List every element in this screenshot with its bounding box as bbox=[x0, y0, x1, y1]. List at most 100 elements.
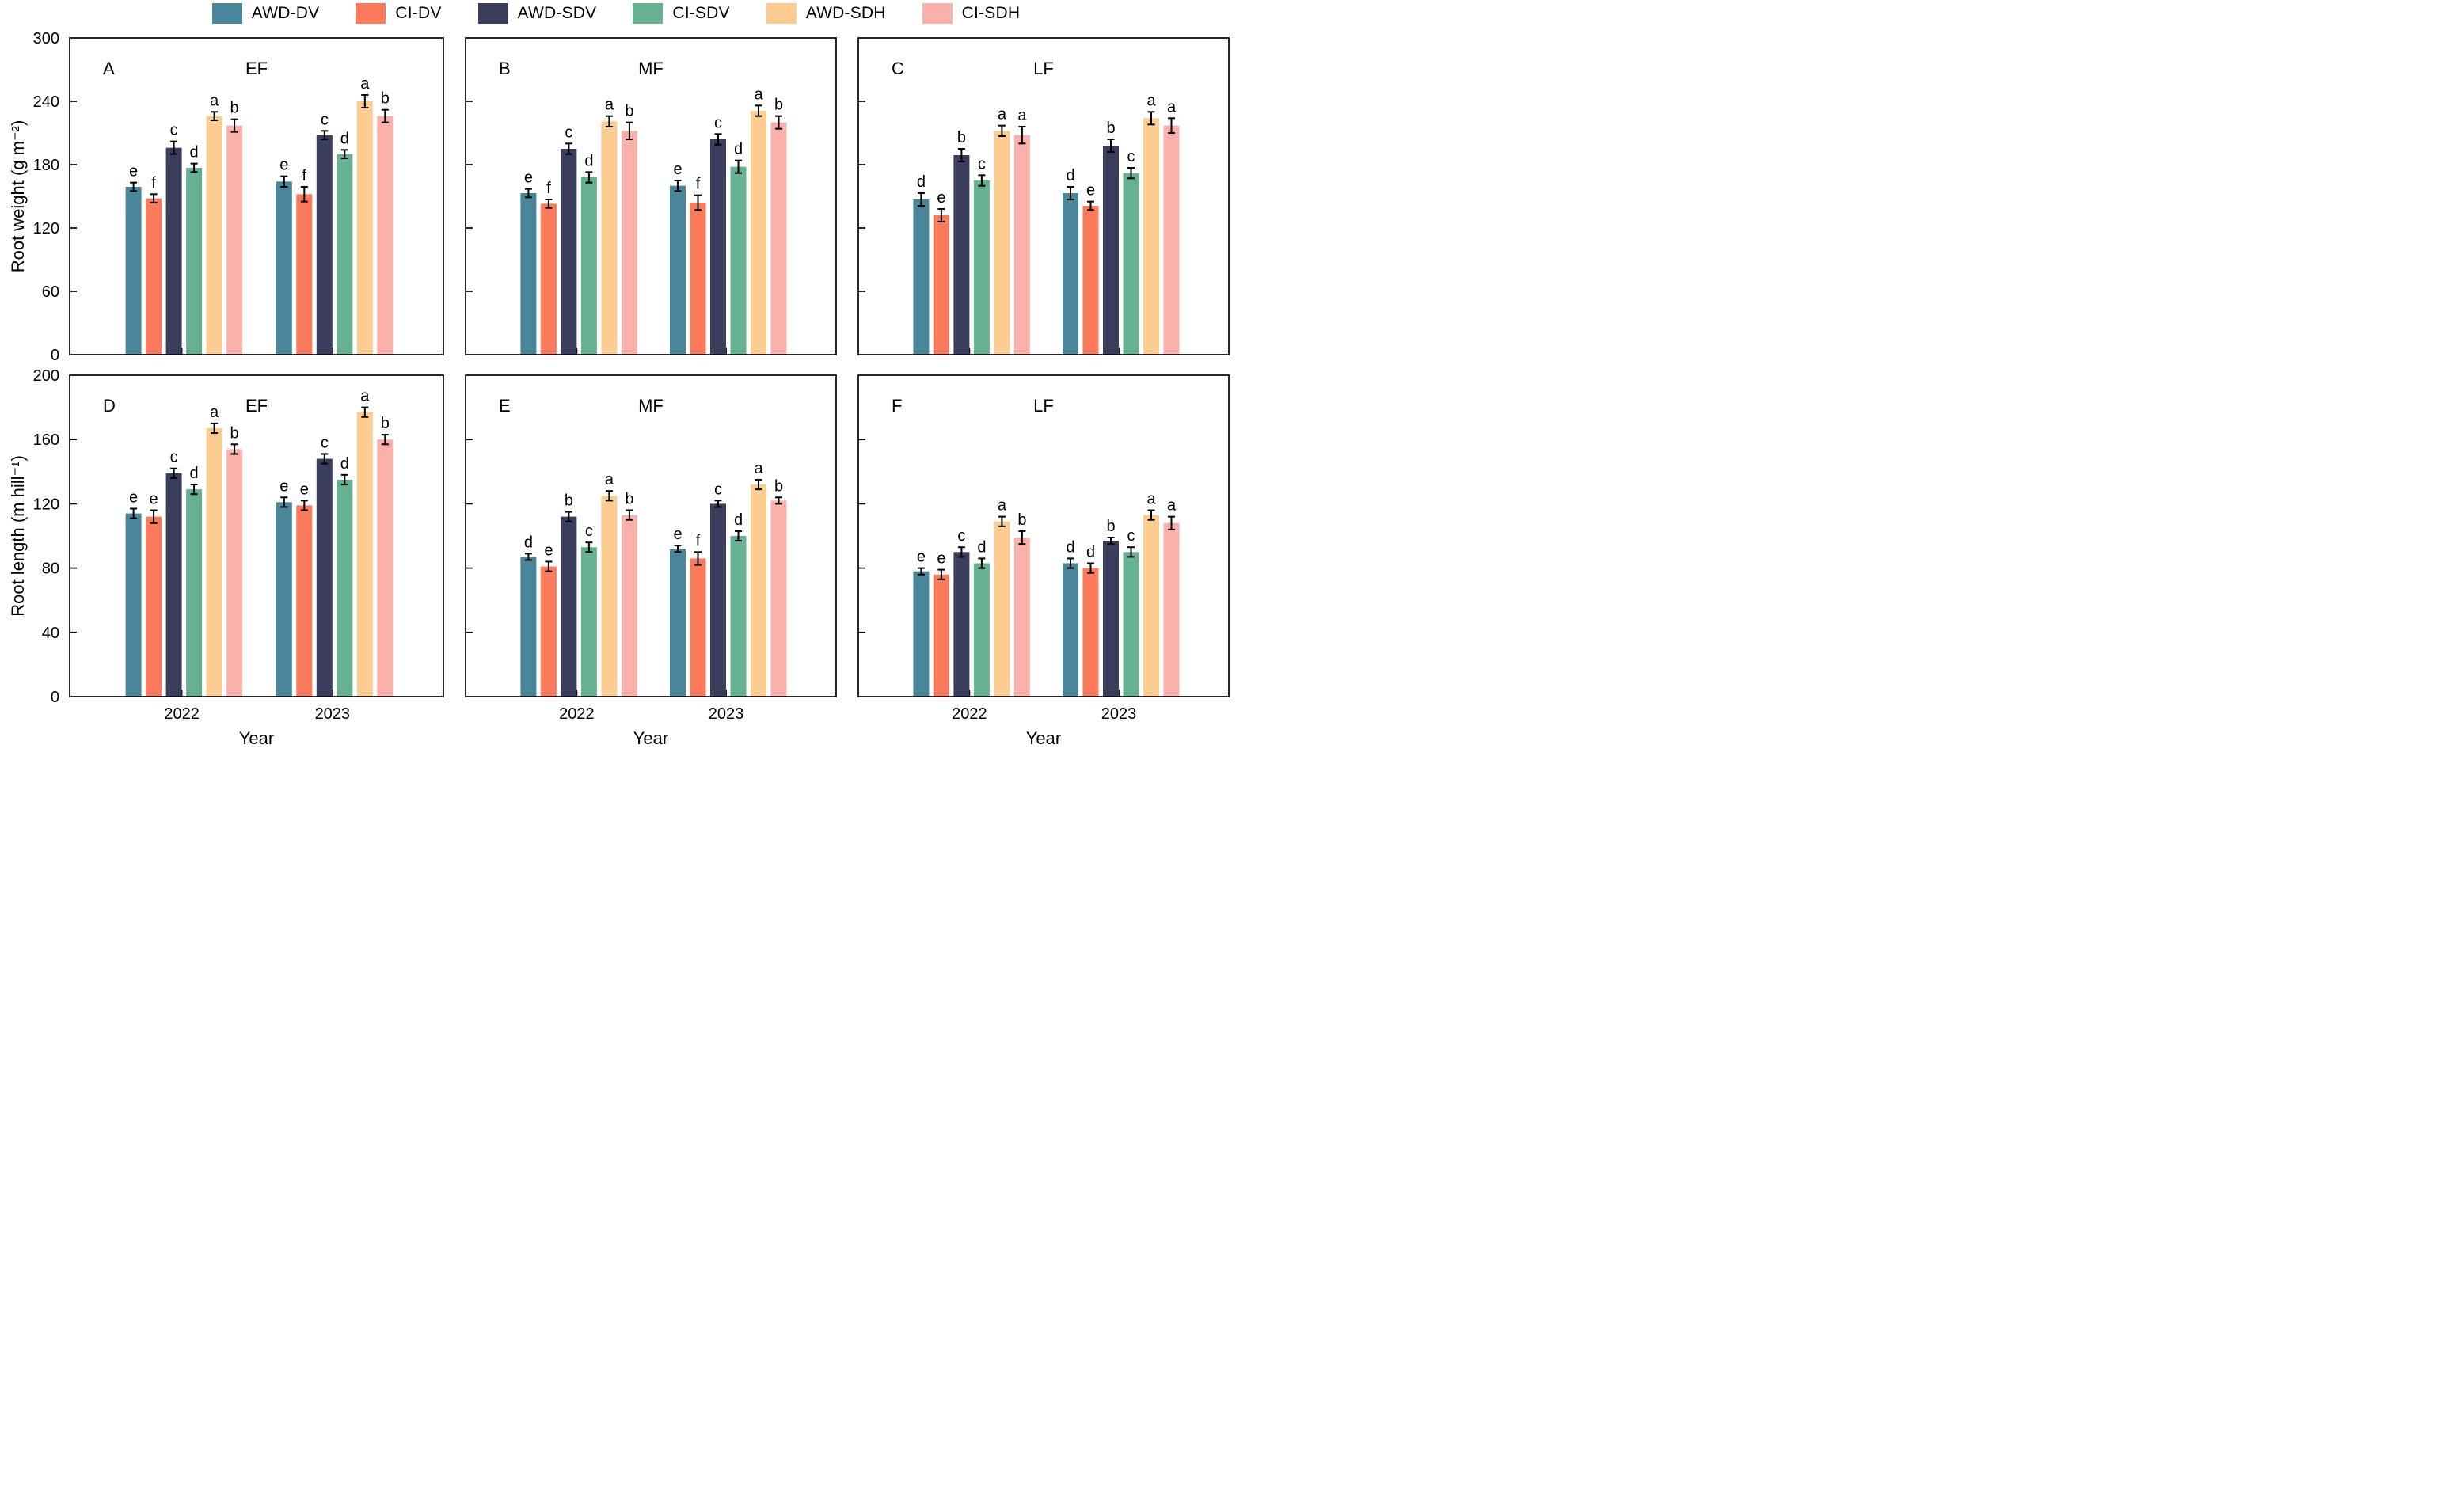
bar-CI-SDH-2022 bbox=[226, 125, 243, 355]
bar-AWD-DV-2023 bbox=[276, 502, 292, 697]
bar-CI-SDH-2023 bbox=[1163, 522, 1180, 697]
bar-CI-DV-2022 bbox=[540, 566, 557, 697]
sig-letter: d bbox=[977, 538, 986, 556]
bar-CI-DV-2023 bbox=[690, 203, 706, 355]
legend-swatch-icon bbox=[633, 3, 664, 24]
bar-CI-SDH-2023 bbox=[770, 122, 787, 355]
panel-letter: F bbox=[892, 396, 902, 416]
y-tick-label: 80 bbox=[42, 560, 59, 578]
y-axis-title: Root weight (g m⁻²) bbox=[8, 120, 28, 273]
bar-CI-SDH-2022 bbox=[621, 515, 637, 697]
panel-letter: E bbox=[499, 396, 511, 416]
x-tick-label: 2022 bbox=[952, 705, 987, 723]
sig-letter: a bbox=[210, 92, 219, 109]
panel-title: EF bbox=[245, 396, 268, 416]
bar-AWD-SDH-2022 bbox=[601, 121, 618, 355]
sig-letter: e bbox=[279, 157, 288, 174]
x-tick-label: 2022 bbox=[164, 705, 200, 723]
legend-label: CI-SDV bbox=[672, 4, 730, 22]
bar-AWD-DV-2023 bbox=[1063, 563, 1079, 697]
sig-letter: b bbox=[230, 100, 239, 117]
y-tick-label: 180 bbox=[33, 157, 59, 174]
y-tick-label: 0 bbox=[51, 347, 59, 364]
bar-AWD-SDH-2022 bbox=[206, 427, 222, 697]
sig-letter: a bbox=[1167, 497, 1177, 515]
sig-letter: f bbox=[546, 180, 551, 197]
sig-letter: c bbox=[170, 122, 178, 139]
bar-CI-SDH-2023 bbox=[770, 500, 787, 697]
sig-letter: c bbox=[714, 481, 722, 498]
y-tick-label: 300 bbox=[33, 30, 59, 47]
sig-letter: b bbox=[381, 90, 390, 108]
bar-AWD-DV-2023 bbox=[1063, 193, 1079, 355]
sig-letter: e bbox=[917, 549, 926, 566]
sig-letter: f bbox=[696, 176, 701, 193]
legend: AWD-DV CI-DV AWD-SDV CI-SDV AWD-SDH CI-SDH bbox=[0, 3, 1232, 24]
panel-border bbox=[69, 37, 444, 355]
panel-letter: D bbox=[103, 396, 116, 416]
panel-letter: C bbox=[892, 59, 904, 78]
sig-letter: f bbox=[696, 532, 701, 549]
bar-AWD-SDV-2023 bbox=[710, 139, 727, 355]
bar-AWD-SDH-2023 bbox=[356, 412, 373, 697]
sig-letter: d bbox=[734, 141, 743, 158]
x-tick-label: 2023 bbox=[315, 705, 351, 723]
bar-AWD-DV-2023 bbox=[670, 549, 686, 697]
sig-letter: d bbox=[524, 534, 533, 551]
sig-letter: a bbox=[998, 497, 1007, 515]
bar-CI-DV-2023 bbox=[296, 505, 313, 697]
sig-letter: c bbox=[170, 449, 178, 466]
sig-letter: b bbox=[565, 492, 573, 510]
bar-CI-SDV-2023 bbox=[337, 479, 353, 697]
bar-CI-SDV-2023 bbox=[730, 536, 747, 697]
bar-AWD-SDH-2022 bbox=[206, 116, 222, 355]
sig-letter: f bbox=[302, 167, 307, 184]
bar-AWD-DV-2022 bbox=[520, 557, 537, 697]
bar-CI-SDH-2022 bbox=[621, 131, 637, 355]
sig-letter: e bbox=[300, 481, 309, 498]
bar-CI-SDV-2022 bbox=[973, 180, 990, 355]
bar-CI-SDV-2023 bbox=[1123, 552, 1139, 697]
bar-CI-SDV-2023 bbox=[730, 166, 747, 355]
bar-AWD-SDH-2023 bbox=[751, 111, 767, 355]
bar-AWD-DV-2022 bbox=[125, 513, 142, 697]
sig-letter: a bbox=[605, 97, 614, 114]
figure: AWD-DV CI-DV AWD-SDV CI-SDV AWD-SDH CI-SDH Ro… bbox=[0, 0, 1232, 746]
bar-AWD-SDH-2023 bbox=[356, 101, 373, 355]
sig-letter: d bbox=[734, 511, 743, 529]
bar-AWD-DV-2022 bbox=[520, 193, 537, 355]
x-axis-title: Year bbox=[239, 728, 274, 746]
sig-letter: a bbox=[605, 471, 614, 488]
sig-letter: e bbox=[150, 491, 158, 508]
y-axis-title: Root length (m hill⁻¹) bbox=[8, 455, 28, 617]
legend-swatch-icon bbox=[211, 3, 242, 24]
sig-letter: d bbox=[1066, 538, 1074, 556]
bar-AWD-SDV-2022 bbox=[165, 147, 182, 355]
bar-CI-SDV-2022 bbox=[186, 489, 203, 697]
bar-AWD-SDV-2023 bbox=[316, 135, 333, 355]
sig-letter: e bbox=[1086, 182, 1095, 199]
bar-CI-DV-2022 bbox=[933, 574, 949, 697]
bar-AWD-SDV-2023 bbox=[1103, 541, 1120, 697]
bar-AWD-SDH-2023 bbox=[1143, 515, 1160, 697]
bar-CI-SDV-2022 bbox=[580, 177, 597, 355]
y-tick-label: 40 bbox=[42, 625, 59, 642]
sig-letter: e bbox=[129, 488, 138, 506]
legend-label: AWD-SDV bbox=[517, 4, 597, 22]
legend-item-AWD-DV: AWD-DV bbox=[211, 3, 320, 24]
panel-border bbox=[857, 37, 1230, 355]
bar-CI-SDV-2022 bbox=[973, 563, 990, 697]
bar-CI-SDH-2023 bbox=[377, 116, 394, 355]
sig-letter: c bbox=[714, 114, 722, 131]
sig-letter: a bbox=[754, 85, 763, 103]
sig-letter: f bbox=[151, 174, 156, 192]
panel-title: MF bbox=[638, 396, 664, 416]
panel-letter: A bbox=[103, 59, 115, 78]
sig-letter: a bbox=[1146, 92, 1156, 109]
legend-swatch-icon bbox=[766, 3, 797, 24]
bar-AWD-SDH-2023 bbox=[1143, 118, 1160, 355]
bar-CI-SDH-2023 bbox=[1163, 125, 1180, 355]
sig-letter: a bbox=[998, 106, 1007, 123]
sig-letter: a bbox=[210, 404, 219, 421]
sig-letter: d bbox=[190, 465, 199, 482]
